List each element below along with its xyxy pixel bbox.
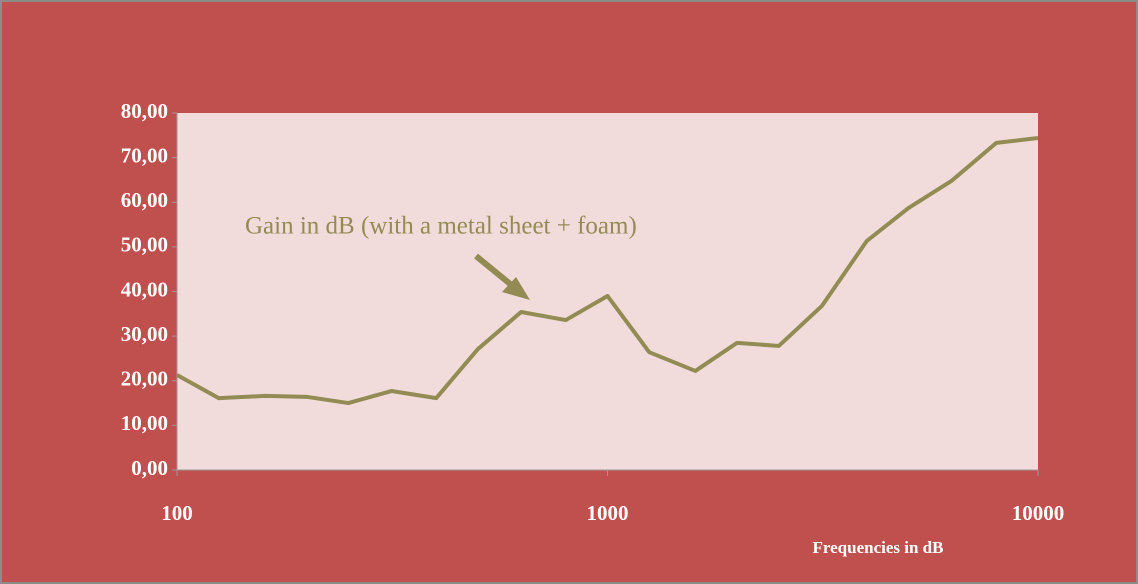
y-tick-label: 70,00	[121, 143, 168, 167]
y-tick-label: 40,00	[121, 277, 168, 301]
y-tick-label: 30,00	[121, 322, 168, 346]
x-tick-label: 10000	[1012, 501, 1065, 525]
y-tick-label: 0,00	[131, 456, 168, 480]
annotation-arrow	[474, 253, 530, 300]
annotation: Gain in dB (with a metal sheet + foam)	[245, 213, 637, 240]
plot-area	[177, 113, 1038, 470]
y-tick-label: 10,00	[121, 411, 168, 435]
x-tick-label: 1000	[587, 501, 629, 525]
y-tick-label: 60,00	[121, 188, 168, 212]
data-line	[176, 136, 1039, 406]
x-axis-title: Frequencies in dB	[813, 538, 944, 557]
y-tick-label: 20,00	[121, 367, 168, 391]
x-tick-label: 100	[161, 501, 193, 525]
y-tick-label: 80,00	[121, 99, 168, 123]
y-tick-label: 50,00	[121, 233, 168, 257]
